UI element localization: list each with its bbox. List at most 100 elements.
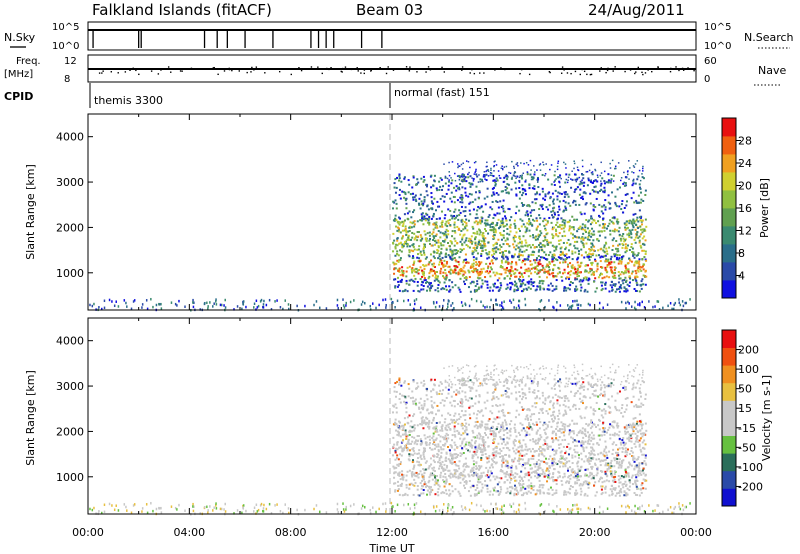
velocity-cell	[439, 381, 442, 384]
power-cell	[492, 175, 495, 178]
velocity-cell	[626, 493, 629, 496]
velocity-cell	[400, 384, 403, 387]
power-cell	[529, 222, 532, 225]
velocity-cell	[451, 461, 454, 464]
velocity-cell	[458, 392, 461, 395]
power-cell	[436, 205, 439, 208]
velocity-cell	[589, 396, 592, 399]
power-cell	[262, 303, 265, 306]
power-cell	[576, 230, 579, 233]
power-cell	[412, 269, 415, 272]
power-cell	[530, 253, 533, 256]
power-cell	[532, 266, 535, 269]
power-cell	[475, 185, 478, 188]
power-cell	[539, 163, 542, 165]
nave-point	[607, 67, 609, 70]
velocity-cell	[521, 454, 524, 457]
colorbar-swatch	[722, 136, 736, 155]
power-cell	[546, 221, 549, 224]
power-cell	[524, 303, 527, 307]
power-cell	[451, 281, 454, 284]
power-cell	[614, 195, 617, 198]
power-cell	[411, 244, 414, 247]
power-cell	[495, 303, 497, 306]
power-cell	[580, 213, 583, 216]
power-cell	[478, 229, 481, 232]
velocity-cell	[400, 485, 403, 488]
power-cell	[404, 240, 407, 243]
power-cell	[585, 202, 588, 205]
power-cell	[537, 272, 540, 275]
power-cell	[412, 175, 415, 178]
velocity-cell	[622, 459, 625, 462]
velocity-cell	[345, 505, 347, 509]
power-cell	[590, 232, 593, 235]
velocity-cell	[469, 486, 472, 489]
velocity-cell	[437, 450, 440, 453]
power-cell	[542, 287, 545, 290]
power-cell	[479, 277, 482, 280]
power-cell	[516, 163, 518, 166]
power-cell	[481, 180, 483, 183]
power-cell	[492, 217, 495, 220]
power-cell	[443, 217, 446, 220]
velocity-cell	[618, 458, 621, 461]
velocity-cell	[513, 438, 516, 441]
nave-point	[167, 66, 170, 68]
power-cell	[561, 251, 564, 254]
power-cell	[632, 178, 635, 181]
power-cell	[396, 229, 399, 232]
velocity-cell	[444, 426, 447, 429]
power-cell	[558, 205, 561, 208]
velocity-cell	[207, 509, 209, 512]
power-cell	[402, 272, 405, 275]
velocity-cell	[505, 446, 508, 449]
velocity-cell	[580, 400, 583, 403]
power-cell	[480, 244, 483, 247]
velocity-cell	[397, 464, 400, 467]
power-cell	[489, 174, 492, 176]
power-cell	[501, 167, 504, 170]
velocity-cell	[468, 386, 471, 389]
velocity-cell	[627, 472, 630, 475]
velocity-cell	[521, 479, 524, 482]
power-cell	[579, 182, 582, 185]
power-cell	[622, 237, 625, 240]
power-cell	[413, 299, 416, 302]
power-cell	[437, 249, 440, 252]
power-cell	[613, 216, 616, 219]
velocity-cell	[633, 510, 636, 514]
power-cell	[637, 201, 640, 204]
power-cell	[447, 241, 450, 244]
velocity-cell	[207, 511, 209, 514]
velocity-cell	[549, 455, 552, 458]
velocity-cell	[633, 426, 636, 429]
power-cell	[276, 299, 278, 302]
power-cell	[513, 288, 516, 291]
power-cell	[644, 253, 647, 256]
nave-point	[330, 67, 332, 69]
power-cell	[464, 176, 467, 178]
nave-point	[600, 67, 602, 69]
power-cell	[482, 237, 485, 240]
power-cell	[509, 299, 511, 302]
velocity-cell	[504, 472, 507, 475]
power-cell	[535, 228, 538, 231]
nave-point	[370, 70, 372, 72]
velocity-cell	[506, 460, 509, 463]
power-cell	[482, 238, 485, 241]
power-cell	[553, 249, 556, 252]
velocity-cell	[623, 410, 626, 413]
power-cell	[524, 214, 527, 217]
velocity-cell	[543, 421, 546, 424]
velocity-cell	[553, 510, 555, 514]
velocity-cell	[455, 469, 458, 472]
velocity-cell	[255, 503, 258, 507]
power-cell	[439, 197, 442, 200]
power-cell	[477, 274, 480, 277]
power-cell	[535, 191, 538, 194]
power-cell	[517, 246, 520, 249]
power-cell	[617, 274, 620, 277]
velocity-cell	[152, 509, 154, 513]
power-cell	[427, 281, 430, 284]
